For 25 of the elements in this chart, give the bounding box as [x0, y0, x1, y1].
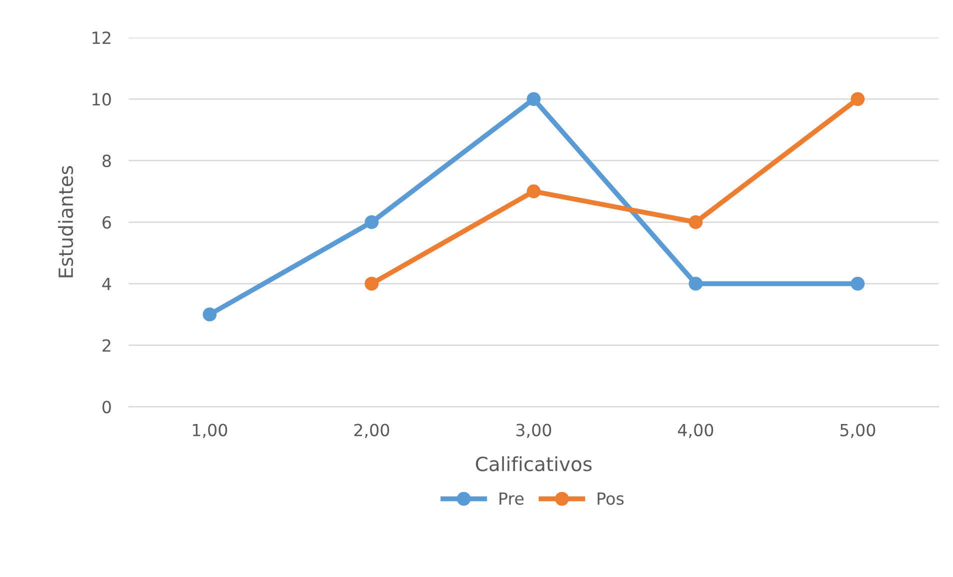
point — [202, 308, 217, 322]
x-axis-title: Calificativos — [476, 456, 592, 472]
legend-label: Pos — [598, 492, 624, 505]
x-tick-label: 4,00 — [678, 424, 714, 438]
point — [364, 215, 379, 230]
x-tick-label: 2,00 — [354, 424, 390, 438]
y-tick-label: 4 — [102, 278, 112, 290]
y-tick-label: 2 — [102, 339, 110, 352]
y-tick-label: 0 — [102, 400, 111, 414]
y-tick-label: 6 — [102, 216, 111, 229]
y-tick-label: 8 — [102, 154, 111, 168]
point — [850, 276, 865, 291]
point — [364, 276, 379, 291]
point — [526, 92, 541, 106]
point — [850, 92, 865, 106]
x-tick-label: 1,00 — [192, 424, 228, 438]
y-axis-title: Estudiantes — [58, 166, 74, 278]
point — [526, 184, 541, 198]
x-tick-label: 5,00 — [840, 424, 876, 438]
point — [688, 215, 703, 230]
y-tick-label: 10 — [92, 93, 111, 106]
y-tick-label: 12 — [92, 31, 110, 44]
x-tick-label: 3,00 — [516, 424, 552, 438]
legend-label: Pre — [500, 492, 524, 505]
point — [688, 276, 703, 291]
